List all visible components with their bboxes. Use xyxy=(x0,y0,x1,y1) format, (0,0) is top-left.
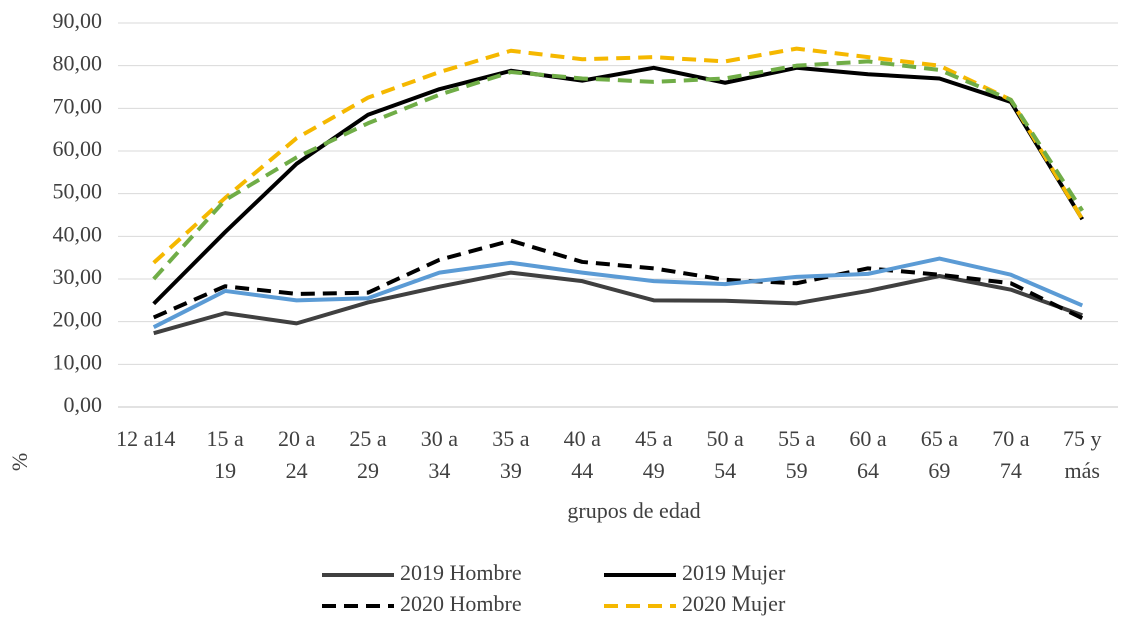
y-tick-label: 30,00 xyxy=(53,264,103,289)
x-tick-label: 24 xyxy=(286,458,308,483)
x-tick-label: 69 xyxy=(928,458,950,483)
y-tick-label: 50,00 xyxy=(53,179,103,204)
x-tick-label: 59 xyxy=(786,458,808,483)
y-tick-label: 20,00 xyxy=(53,307,103,332)
x-tick-label: más xyxy=(1065,458,1100,483)
series-line xyxy=(152,46,1085,265)
x-tick-label: 64 xyxy=(857,458,879,483)
y-axis-label: % xyxy=(7,453,32,471)
x-tick-label: 15 a xyxy=(207,426,245,451)
x-tick-label: 44 xyxy=(571,458,593,483)
x-tick-label: 54 xyxy=(714,458,736,483)
y-tick-label: 60,00 xyxy=(53,136,103,161)
x-tick-label: 35 a xyxy=(492,426,530,451)
series-line xyxy=(152,238,1084,321)
legend-label: 2019 Hombre xyxy=(400,560,522,585)
y-tick-label: 10,00 xyxy=(53,349,103,374)
series-line xyxy=(152,256,1084,329)
y-tick-label: 80,00 xyxy=(53,51,103,76)
x-tick-label: 39 xyxy=(500,458,522,483)
x-tick-label: 55 a xyxy=(778,426,816,451)
legend-label: 2020 Hombre xyxy=(400,591,522,616)
x-tick-label: 74 xyxy=(1000,458,1022,483)
x-tick-label: 25 a xyxy=(349,426,387,451)
x-tick-label: 34 xyxy=(428,458,450,483)
x-axis-label: grupos de edad xyxy=(567,498,700,523)
x-tick-label: 70 a xyxy=(992,426,1030,451)
x-tick-label: 49 xyxy=(643,458,665,483)
y-tick-label: 40,00 xyxy=(53,221,103,246)
x-tick-label: 60 a xyxy=(849,426,887,451)
y-tick-label: 90,00 xyxy=(53,8,103,33)
x-tick-label: 45 a xyxy=(635,426,673,451)
x-tick-label: 20 a xyxy=(278,426,316,451)
legend-label: 2019 Mujer xyxy=(682,560,786,585)
series-line xyxy=(153,270,1083,336)
x-tick-label: 75 y xyxy=(1063,426,1102,451)
y-tick-label: 70,00 xyxy=(53,93,103,118)
y-tick-label: 0,00 xyxy=(64,392,103,417)
x-tick-label: 65 a xyxy=(921,426,959,451)
x-tick-label: 29 xyxy=(357,458,379,483)
series-line xyxy=(152,65,1084,306)
x-tick-label: 50 a xyxy=(707,426,745,451)
legend-label: 2020 Mujer xyxy=(682,591,786,616)
x-tick-label: 30 a xyxy=(421,426,459,451)
x-tick-label: 19 xyxy=(214,458,236,483)
series-line xyxy=(152,59,1084,281)
x-tick-label: 12 a14 xyxy=(116,426,175,451)
x-tick-label: 40 a xyxy=(564,426,602,451)
